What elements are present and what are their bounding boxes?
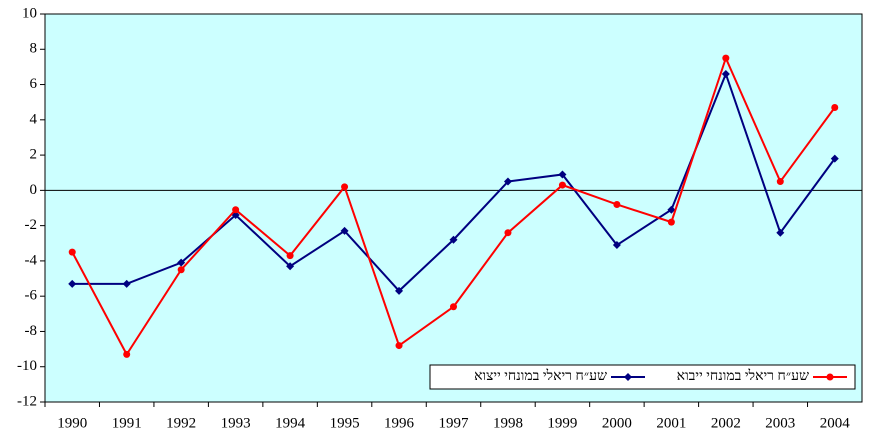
plot-area	[44, 13, 863, 403]
point	[340, 226, 349, 235]
x-tick-label: 2000	[602, 415, 632, 431]
point	[68, 248, 76, 256]
legend-label: שע״ח ריאלי במונחי ייצוא	[474, 368, 607, 384]
point	[450, 303, 457, 311]
y-tick-label: 8	[30, 41, 38, 57]
y-tick-label: 2	[30, 147, 38, 163]
point	[177, 266, 185, 274]
point	[831, 103, 839, 111]
point	[68, 279, 77, 288]
x-tick-label: 1997	[439, 415, 470, 431]
point	[395, 342, 403, 350]
point	[667, 205, 676, 214]
point	[721, 69, 730, 78]
point	[722, 54, 730, 62]
point	[776, 228, 785, 237]
y-tick-label: 6	[30, 76, 38, 92]
x-tick-label: 2001	[656, 415, 686, 431]
point	[503, 177, 512, 186]
point	[449, 235, 458, 244]
y-tick-label: -12	[17, 393, 37, 409]
y-tick-label: -2	[25, 217, 38, 233]
point	[504, 229, 512, 237]
x-tick-label: 1999	[547, 415, 577, 431]
y-tick-label: 0	[30, 182, 38, 198]
point	[286, 262, 295, 271]
x-tick-label: 1996	[384, 415, 415, 431]
x-tick-label: 1990	[57, 415, 87, 431]
point	[286, 252, 294, 260]
x-tick-label: 1994	[275, 415, 306, 431]
point	[826, 373, 834, 381]
y-tick-label: -6	[25, 288, 38, 304]
x-tick-label: 1998	[493, 415, 523, 431]
point	[341, 183, 349, 191]
x-tick-label: 1993	[221, 415, 251, 431]
point	[123, 350, 131, 358]
y-tick-label: 10	[22, 5, 37, 21]
point	[776, 178, 784, 186]
y-tick-label: -4	[25, 252, 38, 268]
point	[395, 286, 404, 295]
y-tick-label: 4	[30, 111, 38, 127]
x-tick-label: 2004	[820, 415, 851, 431]
legend-label: שע״ח ריאלי במונחי ייבוא	[677, 368, 809, 384]
point	[177, 258, 186, 267]
y-tick-label: -8	[25, 323, 38, 339]
x-tick-label: 2003	[765, 415, 795, 431]
point	[830, 154, 839, 163]
point	[232, 206, 240, 214]
x-tick-label: 1995	[330, 415, 360, 431]
point	[624, 373, 632, 381]
point	[613, 200, 621, 208]
point	[558, 181, 566, 189]
y-tick-label: -10	[17, 358, 37, 374]
point	[612, 241, 621, 250]
point	[558, 170, 567, 179]
x-tick-label: 1991	[112, 415, 142, 431]
x-tick-label: 2002	[711, 415, 741, 431]
x-tick-label: 1992	[166, 415, 196, 431]
point	[667, 218, 675, 226]
point	[122, 279, 131, 288]
